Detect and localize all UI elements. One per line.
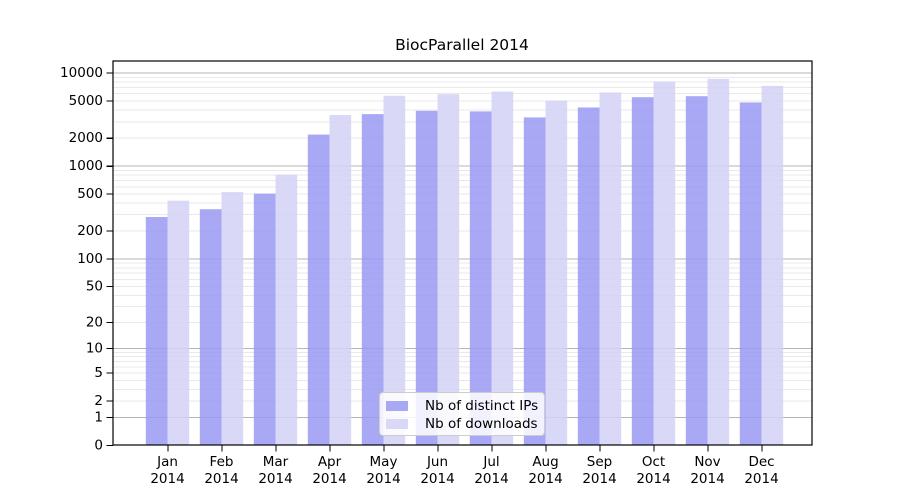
bar-downloads-jan-2014 bbox=[167, 200, 190, 445]
bar-downloads-may-2014 bbox=[383, 95, 406, 445]
x-tick-label-dec: Dec bbox=[748, 454, 774, 470]
bar-distinct-ips-mar-2014 bbox=[253, 193, 276, 445]
x-tick-label-mar: Mar bbox=[263, 454, 289, 470]
y-tick-label-20: 20 bbox=[86, 314, 103, 330]
axis-ticks bbox=[106, 72, 763, 452]
y-tick-label-10: 10 bbox=[86, 341, 103, 357]
x-tick-label-apr: Apr bbox=[318, 454, 342, 470]
legend-label-downloads: Nb of downloads bbox=[425, 416, 538, 432]
bar-downloads-mar-2014 bbox=[275, 174, 298, 445]
x-tick-label-jul: Jul bbox=[482, 454, 499, 470]
bar-distinct-ips-jun-2014 bbox=[415, 110, 438, 446]
bar-downloads-aug-2014 bbox=[545, 100, 568, 446]
x-tick-label-may: May bbox=[370, 454, 398, 470]
legend-item-distinct-ips: Nb of distinct IPs bbox=[386, 397, 539, 415]
bar-distinct-ips-apr-2014 bbox=[307, 134, 330, 445]
x-tick-label-aug: Aug bbox=[532, 454, 558, 470]
bars-layer bbox=[145, 78, 784, 446]
bar-downloads-feb-2014 bbox=[221, 192, 244, 445]
y-tick-label-100: 100 bbox=[77, 251, 103, 267]
x-tick-label-year-sep: 2014 bbox=[582, 471, 616, 487]
x-tick-label-year-mar: 2014 bbox=[258, 471, 292, 487]
x-tick-label-year-feb: 2014 bbox=[204, 471, 238, 487]
legend-label-distinct-ips: Nb of distinct IPs bbox=[425, 398, 539, 414]
x-tick-label-jan: Jan bbox=[156, 454, 178, 470]
chart-title: BiocParallel 2014 bbox=[395, 36, 529, 54]
y-tick-label-2: 2 bbox=[94, 393, 103, 409]
bar-downloads-jun-2014 bbox=[437, 94, 460, 445]
bar-distinct-ips-nov-2014 bbox=[685, 96, 708, 445]
bar-downloads-oct-2014 bbox=[653, 81, 676, 445]
bar-distinct-ips-oct-2014 bbox=[631, 97, 654, 445]
x-tick-label-year-jul: 2014 bbox=[474, 471, 508, 487]
bar-downloads-nov-2014 bbox=[707, 78, 730, 445]
plot-border bbox=[112, 60, 813, 446]
x-tick-label-year-jan: 2014 bbox=[150, 471, 184, 487]
x-tick-label-year-nov: 2014 bbox=[690, 471, 724, 487]
bar-distinct-ips-jan-2014 bbox=[145, 217, 168, 445]
y-tick-label-1: 1 bbox=[94, 409, 103, 425]
bar-distinct-ips-dec-2014 bbox=[739, 102, 762, 446]
x-tick-label-jun: Jun bbox=[426, 454, 448, 470]
bar-distinct-ips-jul-2014 bbox=[469, 111, 492, 445]
x-tick-label-oct: Oct bbox=[642, 454, 665, 470]
bar-downloads-sep-2014 bbox=[599, 92, 622, 446]
bar-distinct-ips-may-2014 bbox=[361, 114, 384, 446]
y-tick-label-5: 5 bbox=[94, 365, 103, 381]
x-tick-label-year-jun: 2014 bbox=[420, 471, 454, 487]
bar-distinct-ips-feb-2014 bbox=[199, 209, 222, 445]
bar-downloads-dec-2014 bbox=[761, 85, 784, 445]
bar-downloads-apr-2014 bbox=[329, 115, 352, 446]
y-tick-label-0: 0 bbox=[94, 438, 103, 454]
legend-swatch-downloads bbox=[386, 419, 408, 429]
bar-downloads-jul-2014 bbox=[491, 91, 514, 445]
y-tick-label-50: 50 bbox=[86, 279, 103, 295]
x-tick-label-year-apr: 2014 bbox=[312, 471, 346, 487]
x-tick-label-feb: Feb bbox=[210, 454, 234, 470]
x-tick-label-year-dec: 2014 bbox=[744, 471, 778, 487]
legend-swatch-distinct-ips bbox=[386, 401, 408, 411]
bar-distinct-ips-aug-2014 bbox=[523, 117, 546, 446]
y-tick-label-200: 200 bbox=[77, 223, 103, 239]
chart-legend: Nb of distinct IPs Nb of downloads bbox=[379, 392, 545, 436]
x-tick-label-year-oct: 2014 bbox=[636, 471, 670, 487]
y-tick-label-500: 500 bbox=[77, 186, 103, 202]
y-tick-label-2000: 2000 bbox=[69, 130, 103, 146]
x-tick-label-year-may: 2014 bbox=[366, 471, 400, 487]
y-tick-label-10000: 10000 bbox=[60, 65, 103, 81]
x-tick-label-nov: Nov bbox=[694, 454, 720, 470]
x-tick-label-year-aug: 2014 bbox=[528, 471, 562, 487]
legend-item-downloads: Nb of downloads bbox=[386, 415, 538, 433]
y-tick-label-5000: 5000 bbox=[69, 93, 103, 109]
x-tick-label-sep: Sep bbox=[587, 454, 612, 470]
bar-distinct-ips-sep-2014 bbox=[577, 107, 600, 446]
axis-labels: 100005000200010005002001005020105210Jan2… bbox=[60, 65, 779, 487]
y-tick-label-1000: 1000 bbox=[69, 158, 103, 174]
